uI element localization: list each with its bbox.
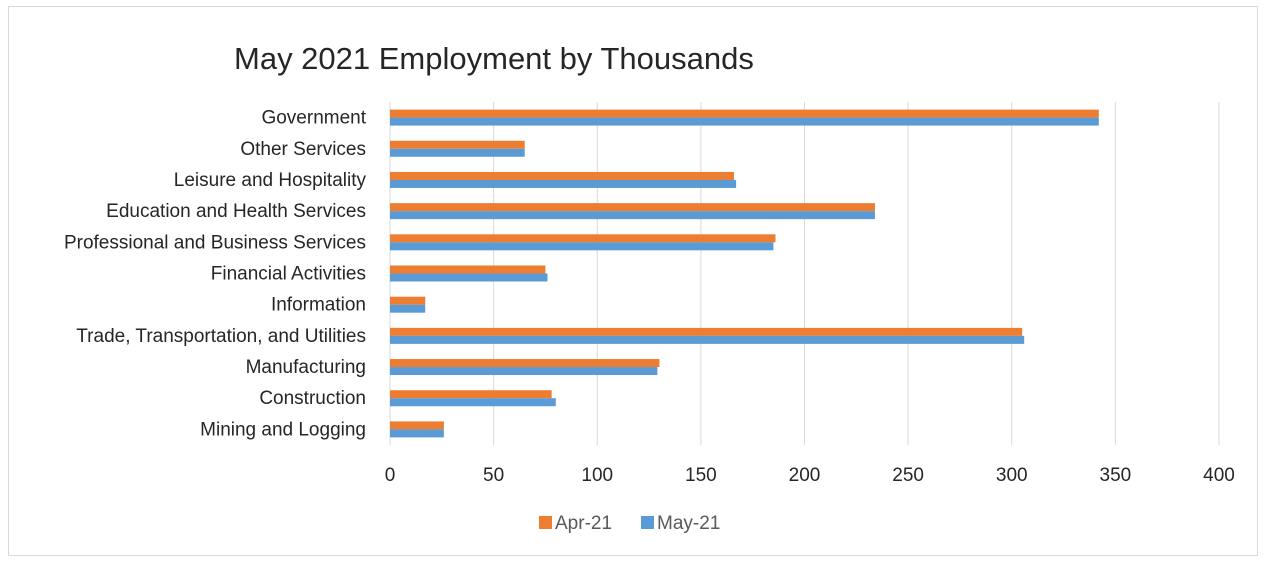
bar-apr-21 (390, 140, 525, 149)
bar-may-21 (390, 273, 548, 282)
x-tick-label: 0 (385, 465, 396, 486)
x-tick-label: 300 (996, 465, 1028, 486)
x-tick-label: 50 (483, 465, 504, 486)
x-tick-label: 100 (581, 465, 613, 486)
x-tick-label: 350 (1100, 465, 1132, 486)
category-label: Information (271, 295, 366, 316)
category-label: Construction (259, 388, 366, 409)
legend-label: May-21 (657, 513, 720, 534)
legend-label: Apr-21 (555, 513, 612, 534)
bar-apr-21 (390, 359, 660, 368)
bar-may-21 (390, 179, 737, 188)
legend-swatch (641, 516, 654, 529)
chart-frame: May 2021 Employment by Thousands Governm… (8, 6, 1258, 556)
category-label: Manufacturing (246, 357, 366, 378)
x-axis-ticks: 0 50 100 150 200 250 300 350 400 (385, 465, 1235, 486)
category-label: Other Services (240, 139, 366, 160)
bar-may-21 (390, 367, 658, 376)
category-label: Government (261, 108, 366, 129)
employment-bar-chart: May 2021 Employment by Thousands Governm… (64, 41, 1235, 534)
category-label: Financial Activities (211, 264, 366, 285)
chart-title: May 2021 Employment by Thousands (234, 41, 754, 76)
x-tick-label: 250 (892, 465, 924, 486)
category-labels: Government Other Services Leisure and Hosp… (64, 108, 367, 441)
bar-apr-21 (390, 390, 552, 399)
bar-may-21 (390, 335, 1025, 344)
bar-may-21 (390, 211, 875, 220)
bar-apr-21 (390, 234, 776, 243)
bar-apr-21 (390, 203, 875, 212)
bar-may-21 (390, 117, 1099, 126)
bar-apr-21 (390, 327, 1023, 336)
x-tick-label: 200 (789, 465, 821, 486)
bars (390, 109, 1099, 438)
legend: Apr-21 May-21 (539, 513, 720, 534)
bar-apr-21 (390, 171, 735, 180)
bar-apr-21 (390, 265, 546, 274)
gridlines (389, 102, 1220, 445)
category-label: Education and Health Services (106, 201, 366, 222)
bar-may-21 (390, 148, 525, 157)
bar-apr-21 (390, 109, 1099, 118)
category-label: Mining and Logging (200, 419, 366, 440)
x-tick-label: 400 (1203, 465, 1235, 486)
x-tick-label: 150 (685, 465, 717, 486)
category-label: Trade, Transportation, and Utilities (76, 326, 366, 347)
bar-may-21 (390, 304, 426, 313)
category-label: Professional and Business Services (64, 232, 366, 253)
bar-may-21 (390, 398, 556, 407)
bar-may-21 (390, 242, 774, 251)
category-label: Leisure and Hospitality (174, 170, 367, 191)
legend-swatch (539, 516, 552, 529)
bar-apr-21 (390, 421, 444, 430)
bar-may-21 (390, 429, 444, 438)
bar-apr-21 (390, 296, 426, 305)
